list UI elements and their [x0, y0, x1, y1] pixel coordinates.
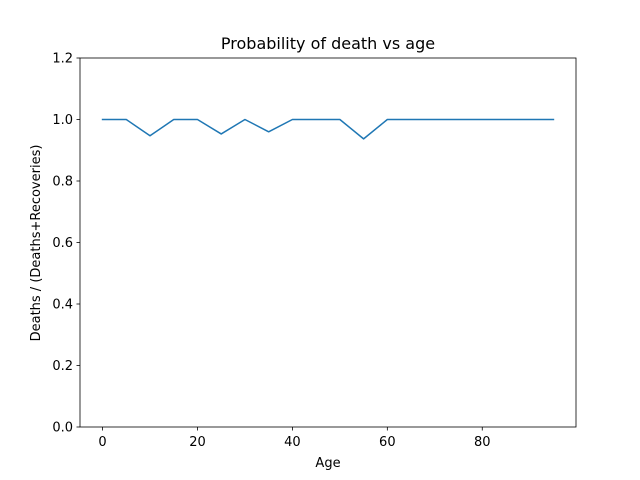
chart-title: Probability of death vs age [221, 34, 435, 53]
plot-area: 0 20 40 60 80 0.0 0.2 0.4 0.6 0.8 1.0 1.2 [52, 52, 577, 450]
y-tick-label: 0.4 [52, 298, 73, 313]
y-tick-label: 1.0 [52, 113, 73, 128]
x-tick-label: 60 [379, 435, 396, 450]
y-tick-label: 1.2 [52, 52, 73, 67]
y-tick-label: 0.2 [52, 359, 73, 374]
y-tick-label: 0.0 [52, 421, 73, 436]
x-tick-label: 80 [474, 435, 491, 450]
x-tick-label: 20 [189, 435, 206, 450]
y-tick-label: 0.6 [52, 236, 73, 251]
x-axis-label: Age [315, 456, 340, 471]
y-tick-label: 0.8 [52, 175, 73, 190]
x-tick-label: 40 [284, 435, 301, 450]
series-line-0 [101, 118, 555, 140]
x-tick-label: 0 [98, 435, 106, 450]
y-axis-label: Deaths / (Deaths+Recoveries) [29, 145, 44, 342]
